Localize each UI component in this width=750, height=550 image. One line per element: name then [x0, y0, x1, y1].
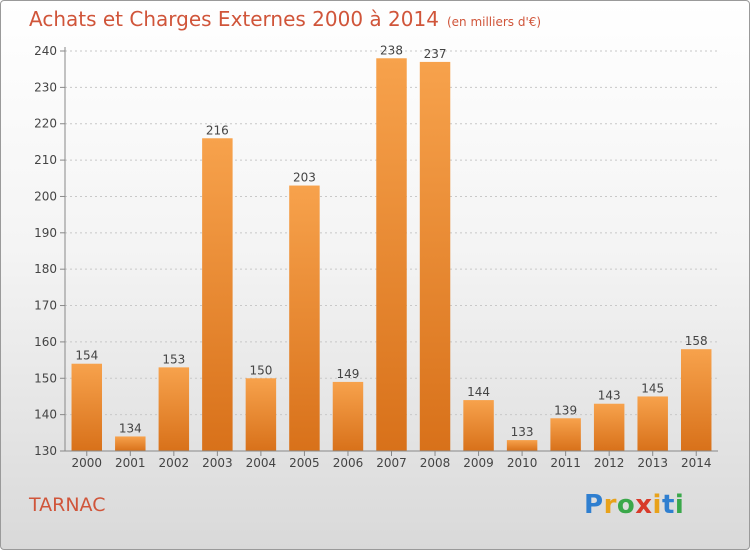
bar-value-label: 158: [685, 334, 708, 348]
x-tick-label: 2007: [376, 456, 407, 470]
bar: [637, 396, 668, 451]
bar: [419, 61, 451, 452]
x-tick-label: 2006: [333, 456, 364, 470]
x-tick-label: 2005: [289, 456, 320, 470]
bar: [376, 58, 407, 451]
chart-subtitle: (en milliers d'€): [446, 15, 542, 29]
x-tick-label: 2013: [637, 456, 668, 470]
bar: [289, 185, 320, 451]
y-tick-label: 150: [34, 371, 57, 385]
bars: [71, 58, 712, 452]
bar-value-label: 139: [554, 403, 577, 417]
bar-value-label: 149: [337, 367, 360, 381]
y-tick-label: 240: [34, 44, 57, 58]
bar-value-label: 134: [119, 421, 142, 435]
bar-value-label: 216: [206, 123, 229, 137]
x-tick-label: 2000: [71, 456, 102, 470]
y-tick-label: 190: [34, 226, 57, 240]
bar: [332, 381, 364, 451]
x-tick-label: 2010: [507, 456, 538, 470]
bar-value-label: 154: [75, 349, 98, 363]
bar-value-label: 144: [467, 385, 490, 399]
x-tick-label: 2003: [202, 456, 233, 470]
logo-letter: r: [603, 490, 617, 520]
x-tick-label: 2001: [115, 456, 146, 470]
bar-value-label: 145: [641, 381, 664, 395]
y-tick-label: 220: [34, 117, 57, 131]
bar: [463, 400, 494, 451]
x-tick-label: 2014: [681, 456, 712, 470]
y-tick-label: 180: [34, 262, 57, 276]
y-tick-label: 230: [34, 80, 57, 94]
y-tick-label: 170: [34, 299, 57, 313]
logo-letter: t: [661, 490, 675, 520]
bar-value-label: 203: [293, 171, 316, 185]
bar-value-label: 153: [162, 352, 185, 366]
bar-value-label: 238: [380, 43, 403, 57]
bar: [71, 363, 103, 451]
bar: [593, 403, 625, 451]
logo-letter: i: [652, 490, 662, 520]
x-tick-label: 2002: [159, 456, 190, 470]
bar-value-label: 237: [424, 47, 447, 61]
bar-value-label: 143: [598, 389, 621, 403]
logo-letter: x: [635, 490, 653, 520]
bar: [202, 138, 233, 452]
axes: [60, 47, 718, 456]
y-tick-label: 130: [34, 444, 57, 458]
x-tick-label: 2012: [594, 456, 625, 470]
chart-title: Achats et Charges Externes 2000 à 2014 (e…: [29, 7, 541, 31]
logo-letter: o: [616, 490, 636, 520]
y-tick-label: 140: [34, 408, 57, 422]
y-tick-label: 160: [34, 335, 57, 349]
x-tick-label: 2009: [463, 456, 494, 470]
commune-name: TARNAC: [29, 494, 106, 516]
bar: [158, 367, 190, 451]
bar: [506, 440, 538, 451]
bar: [680, 349, 712, 451]
y-tick-label: 210: [34, 153, 57, 167]
logo-letter: i: [674, 490, 685, 520]
x-tick-label: 2011: [550, 456, 581, 470]
logo-letter: P: [584, 490, 604, 520]
x-tick-label: 2004: [246, 456, 277, 470]
x-tick-label: 2008: [420, 456, 451, 470]
chart-title-text: Achats et Charges Externes 2000 à 2014: [29, 7, 439, 31]
labels: 130 140 150 160 170 180 190 200 210 220 230 240 154 2…: [34, 43, 711, 470]
bar: [245, 378, 277, 451]
proxiti-logo: Proxiti: [584, 490, 684, 520]
y-tick-label: 200: [34, 189, 57, 203]
bar: [115, 436, 146, 451]
bar-value-label: 133: [511, 425, 534, 439]
bar-value-label: 150: [249, 363, 272, 377]
bar: [550, 418, 581, 451]
